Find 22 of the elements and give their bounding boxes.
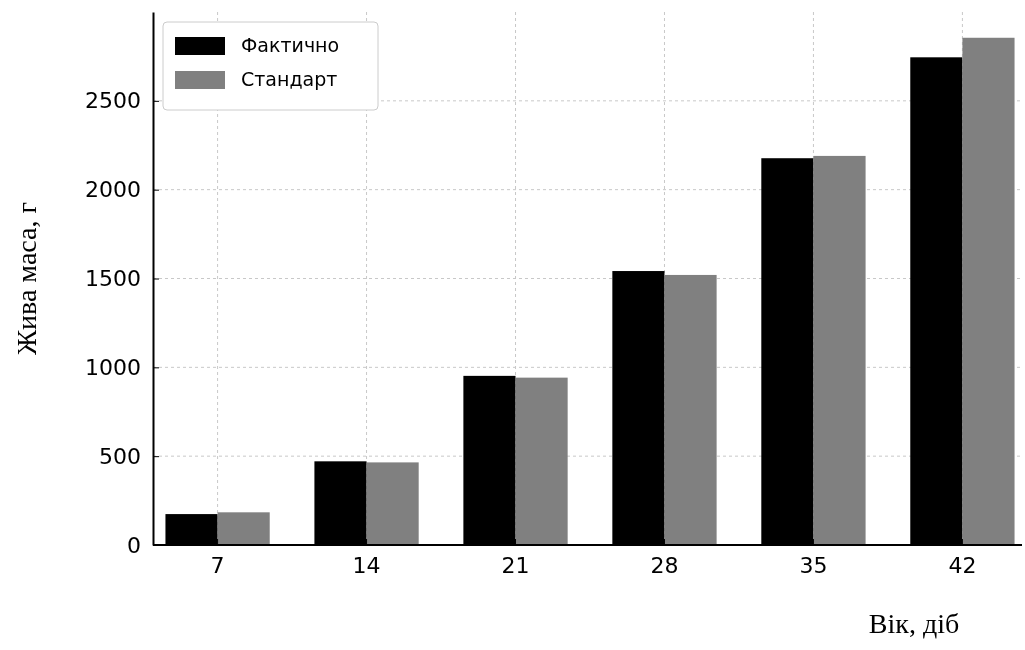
legend-label: Фактично	[241, 33, 340, 56]
legend-label: Стандарт	[241, 67, 338, 90]
y-tick-label: 1000	[85, 354, 141, 380]
y-tick-label: 500	[99, 443, 141, 469]
bar	[664, 274, 717, 545]
x-tick-label: 7	[210, 552, 225, 578]
y-tick-label: 0	[127, 532, 141, 558]
bar	[515, 377, 568, 545]
bar	[366, 462, 419, 545]
x-axis-title: Вік, діб	[868, 608, 960, 639]
x-tick-label: 21	[501, 552, 530, 578]
x-tick-label: 42	[948, 552, 977, 578]
y-tick-label: 1500	[85, 266, 141, 292]
bar	[813, 155, 866, 545]
y-tick-label: 2000	[85, 177, 141, 203]
bar	[962, 37, 1015, 545]
bar	[217, 512, 270, 545]
y-axis-title: Жива маса, г	[11, 202, 43, 355]
x-tick-label: 35	[799, 552, 828, 578]
x-tick-label: 14	[352, 552, 381, 578]
x-tick-label: 28	[650, 552, 679, 578]
y-tick-label: 2500	[85, 88, 141, 114]
